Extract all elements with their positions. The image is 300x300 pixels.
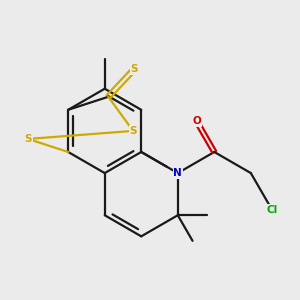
Text: S: S: [130, 64, 138, 74]
Text: O: O: [192, 116, 201, 126]
Text: S: S: [129, 126, 137, 136]
Text: Cl: Cl: [266, 205, 278, 214]
Text: S: S: [24, 134, 32, 144]
Text: N: N: [173, 168, 182, 178]
